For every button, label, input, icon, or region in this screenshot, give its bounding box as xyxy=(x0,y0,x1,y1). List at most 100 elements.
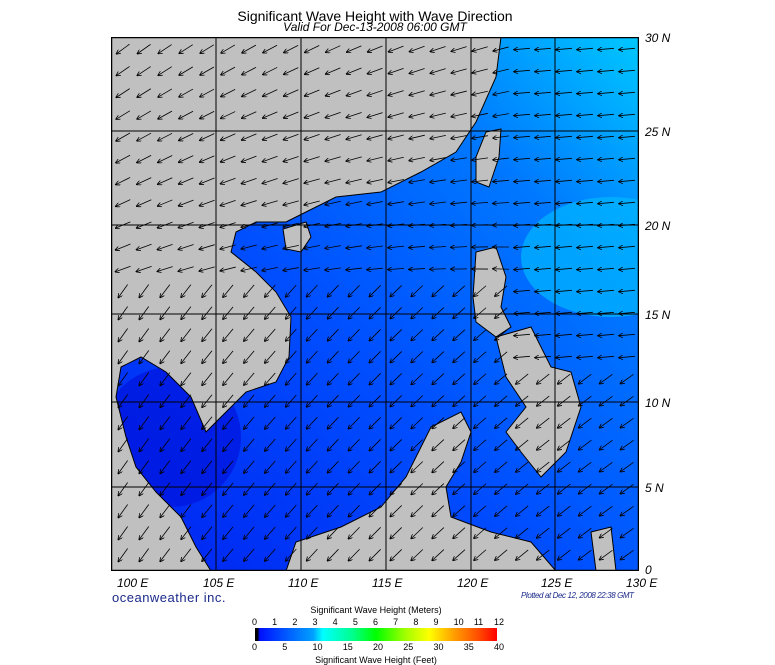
map-subtitle: Valid For Dec-13-2008 06:00 GMT xyxy=(283,20,467,34)
wave-arrow xyxy=(325,223,341,226)
wave-arrow xyxy=(388,112,404,117)
wave-arrow xyxy=(598,202,615,203)
wave-arrow xyxy=(537,417,550,428)
wave-arrow xyxy=(495,549,508,560)
wave-arrow xyxy=(307,284,318,297)
wave-arrow xyxy=(579,373,592,384)
wave-arrow xyxy=(535,312,552,313)
wave-arrow xyxy=(474,549,487,561)
wave-arrow xyxy=(328,482,339,495)
wave-arrow xyxy=(514,48,531,49)
wave-arrow xyxy=(598,158,615,159)
wave-arrow xyxy=(411,307,424,319)
wave-arrow xyxy=(453,505,466,517)
wave-arrow xyxy=(160,306,171,320)
wave-arrow xyxy=(242,66,257,74)
wave-arrow xyxy=(286,504,297,517)
colorbar xyxy=(255,628,497,641)
wave-arrow xyxy=(577,334,594,335)
wave-arrow xyxy=(535,48,552,49)
wave-arrow xyxy=(244,284,255,297)
lon-label: 100 E xyxy=(117,576,149,590)
wave-arrow xyxy=(283,222,299,227)
wave-arrow xyxy=(451,202,467,204)
wave-arrow xyxy=(179,88,194,97)
wave-arrow xyxy=(411,439,424,451)
wave-arrow xyxy=(493,46,509,51)
wave-arrow xyxy=(304,245,320,248)
wave-arrow xyxy=(307,350,318,363)
wave-arrow xyxy=(432,417,445,429)
wave-arrow xyxy=(535,356,552,357)
wave-arrow xyxy=(451,68,467,73)
wave-arrow xyxy=(432,483,445,495)
wave-arrow xyxy=(200,133,215,141)
wave-arrow xyxy=(202,372,213,385)
wave-arrow xyxy=(244,482,255,495)
wave-arrow xyxy=(600,373,613,383)
wave-arrow xyxy=(284,89,299,96)
wave-arrow xyxy=(514,268,531,269)
wave-arrow xyxy=(432,351,445,363)
wave-arrow xyxy=(411,285,424,297)
wave-arrow xyxy=(244,526,255,539)
map-frame xyxy=(111,37,639,571)
wave-arrow xyxy=(304,222,320,226)
wave-arrow xyxy=(328,460,339,473)
wave-arrow xyxy=(369,527,381,538)
wave-arrow xyxy=(118,328,128,341)
lat-label: 20 N xyxy=(645,219,671,233)
wave-arrow xyxy=(537,461,550,472)
wave-arrow xyxy=(493,180,510,181)
wave-arrow xyxy=(451,180,467,182)
wave-arrow xyxy=(307,416,318,429)
wave-arrow xyxy=(619,92,636,93)
high-wave-zone xyxy=(521,197,639,317)
wave-arrow xyxy=(199,266,215,271)
wave-arrow xyxy=(474,527,487,539)
wave-arrow xyxy=(600,461,613,471)
wave-arrow xyxy=(474,483,487,495)
wave-arrow xyxy=(348,394,360,406)
wave-arrow xyxy=(409,179,425,183)
wave-arrow xyxy=(514,202,531,203)
colorbar-tick: 1 xyxy=(272,617,278,627)
wave-arrow xyxy=(516,395,529,406)
wave-arrow xyxy=(136,266,152,271)
wave-arrow xyxy=(181,504,192,518)
wave-arrow xyxy=(390,527,403,538)
wave-arrow xyxy=(390,505,403,516)
wave-arrow xyxy=(558,549,571,560)
wave-arrow xyxy=(118,504,128,517)
wave-arrow xyxy=(619,312,636,313)
wave-arrow xyxy=(262,155,278,161)
wave-arrow xyxy=(577,268,594,269)
wave-arrow xyxy=(199,244,215,250)
wave-arrow xyxy=(241,200,257,206)
wave-arrow xyxy=(118,372,128,385)
wave-arrow xyxy=(307,526,318,539)
wave-arrow xyxy=(265,416,276,429)
wave-arrow xyxy=(139,526,150,540)
wave-arrow xyxy=(160,504,171,518)
wave-arrow xyxy=(411,505,424,517)
wave-arrow xyxy=(411,395,424,407)
wave-arrow xyxy=(348,306,360,318)
wave-arrow xyxy=(137,110,152,119)
wave-arrow xyxy=(244,460,255,473)
wave-arrow xyxy=(179,177,194,184)
wave-arrow xyxy=(409,269,426,270)
wave-arrow xyxy=(160,482,171,496)
wave-arrow xyxy=(598,48,615,49)
wave-arrow xyxy=(556,334,573,335)
wave-arrow xyxy=(577,180,594,181)
wave-arrow xyxy=(495,285,508,296)
wave-arrow xyxy=(118,416,128,429)
wave-arrow xyxy=(556,114,573,115)
wave-arrow xyxy=(619,202,636,203)
brand-logo: oceanweather inc. xyxy=(112,590,227,605)
wave-arrow xyxy=(411,329,424,341)
wave-arrow xyxy=(367,268,384,270)
wave-arrow xyxy=(328,416,339,429)
wave-arrow xyxy=(244,306,255,319)
